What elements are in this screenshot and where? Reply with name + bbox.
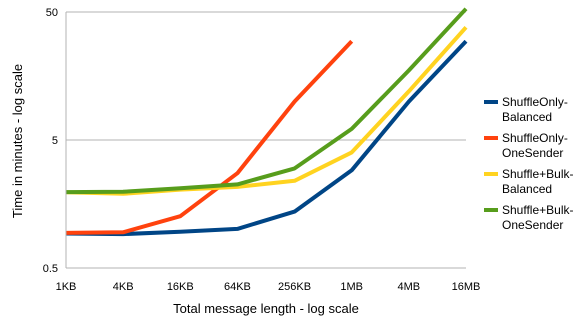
- series-line: [65, 39, 468, 237]
- legend-entry: Shuffle+Bulk-Balanced: [484, 167, 574, 196]
- series-line: [65, 25, 468, 196]
- legend-label: ShuffleOnly-: [502, 95, 568, 109]
- y-axis-title: Time in minutes - log scale: [10, 64, 25, 218]
- x-tick-label: 16KB: [167, 281, 194, 293]
- legend-label: OneSender: [502, 146, 563, 160]
- x-tick-label: 256KB: [278, 281, 311, 293]
- legend: ShuffleOnly-BalancedShuffleOnly-OneSende…: [484, 95, 574, 232]
- legend-label: Shuffle+Bulk-: [502, 167, 574, 181]
- legend-entry: Shuffle+Bulk-OneSender: [484, 203, 574, 232]
- x-tick-label: 64KB: [224, 281, 251, 293]
- legend-label: ShuffleOnly-: [502, 131, 568, 145]
- legend-label: Balanced: [502, 182, 552, 196]
- x-tick-label: 1MB: [340, 281, 363, 293]
- x-tick-labels: 1KB 4KB 16KB 64KB 256KB 1MB 4MB 16MB: [56, 281, 481, 293]
- series-lines: [65, 7, 468, 237]
- x-tick-label: 1KB: [56, 281, 77, 293]
- x-tick-label: 4KB: [113, 281, 134, 293]
- series-line: [65, 7, 468, 195]
- legend-label: Shuffle+Bulk-: [502, 203, 574, 217]
- y-tick-labels: 0.5 5 50: [43, 7, 58, 275]
- x-tick-label: 16MB: [452, 281, 481, 293]
- legend-entry: ShuffleOnly-Balanced: [484, 95, 568, 124]
- legend-label: OneSender: [502, 218, 563, 232]
- y-tick-label: 50: [46, 7, 58, 19]
- legend-label: Balanced: [502, 110, 552, 124]
- y-tick-label: 5: [52, 135, 58, 147]
- x-tick-label: 4MB: [398, 281, 421, 293]
- legend-entry: ShuffleOnly-OneSender: [484, 131, 568, 160]
- y-tick-label: 0.5: [43, 263, 58, 275]
- axes: [65, 12, 466, 269]
- series-line: [65, 39, 354, 235]
- x-axis-title: Total message length - log scale: [173, 301, 359, 316]
